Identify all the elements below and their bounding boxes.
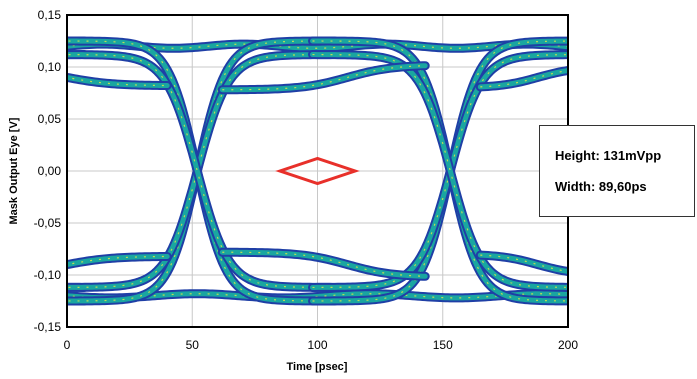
eye-height-label: Height: 131mVpp [555,148,662,163]
eye-transition-rising [312,54,568,289]
eye-inner-bottom [67,253,170,268]
eye-transition-falling [67,40,335,302]
x-tick-label: 150 [433,338,453,352]
y-tick-label: 0,05 [38,112,62,126]
eye-transition-rising [312,40,568,302]
y-axis-title: Mask Output Eye [V] [8,117,20,224]
y-tick-label: 0,15 [38,8,62,22]
eye-inner-bottom [222,251,426,277]
eye-transition-falling [67,53,335,289]
x-axis-title: Time [psec] [287,361,348,373]
eye-inner-bottom [480,254,568,273]
eye-inner-top [222,65,426,91]
eye-inner-top [480,69,568,88]
eye-transition-rising [67,40,335,302]
eye-transition-falling [312,53,568,288]
eye-transition-falling [312,40,568,302]
y-tick-label: -0,10 [34,268,62,282]
x-tick-label: 200 [558,338,578,352]
y-tick-label: 0,00 [38,164,62,178]
y-tick-label: 0,10 [38,60,62,74]
x-tick-labels: 0 50 100 150 200 [64,338,579,352]
eye-transition-rising [67,53,335,289]
eye-mask [275,156,360,186]
y-tick-labels: 0,15 0,10 0,05 0,00 -0,05 -0,10 -0,15 [34,8,62,334]
x-tick-label: 0 [64,338,71,352]
eye-width-label: Width: 89,60ps [555,179,647,194]
x-tick-label: 50 [186,338,200,352]
eye-inner-top [67,74,170,89]
eye-measurement-box: Height: 131mVpp Width: 89,60ps [539,125,695,217]
y-tick-label: -0,05 [34,216,62,230]
eye-traces [67,36,568,306]
y-tick-label: -0,15 [34,320,62,334]
x-tick-label: 100 [307,338,327,352]
